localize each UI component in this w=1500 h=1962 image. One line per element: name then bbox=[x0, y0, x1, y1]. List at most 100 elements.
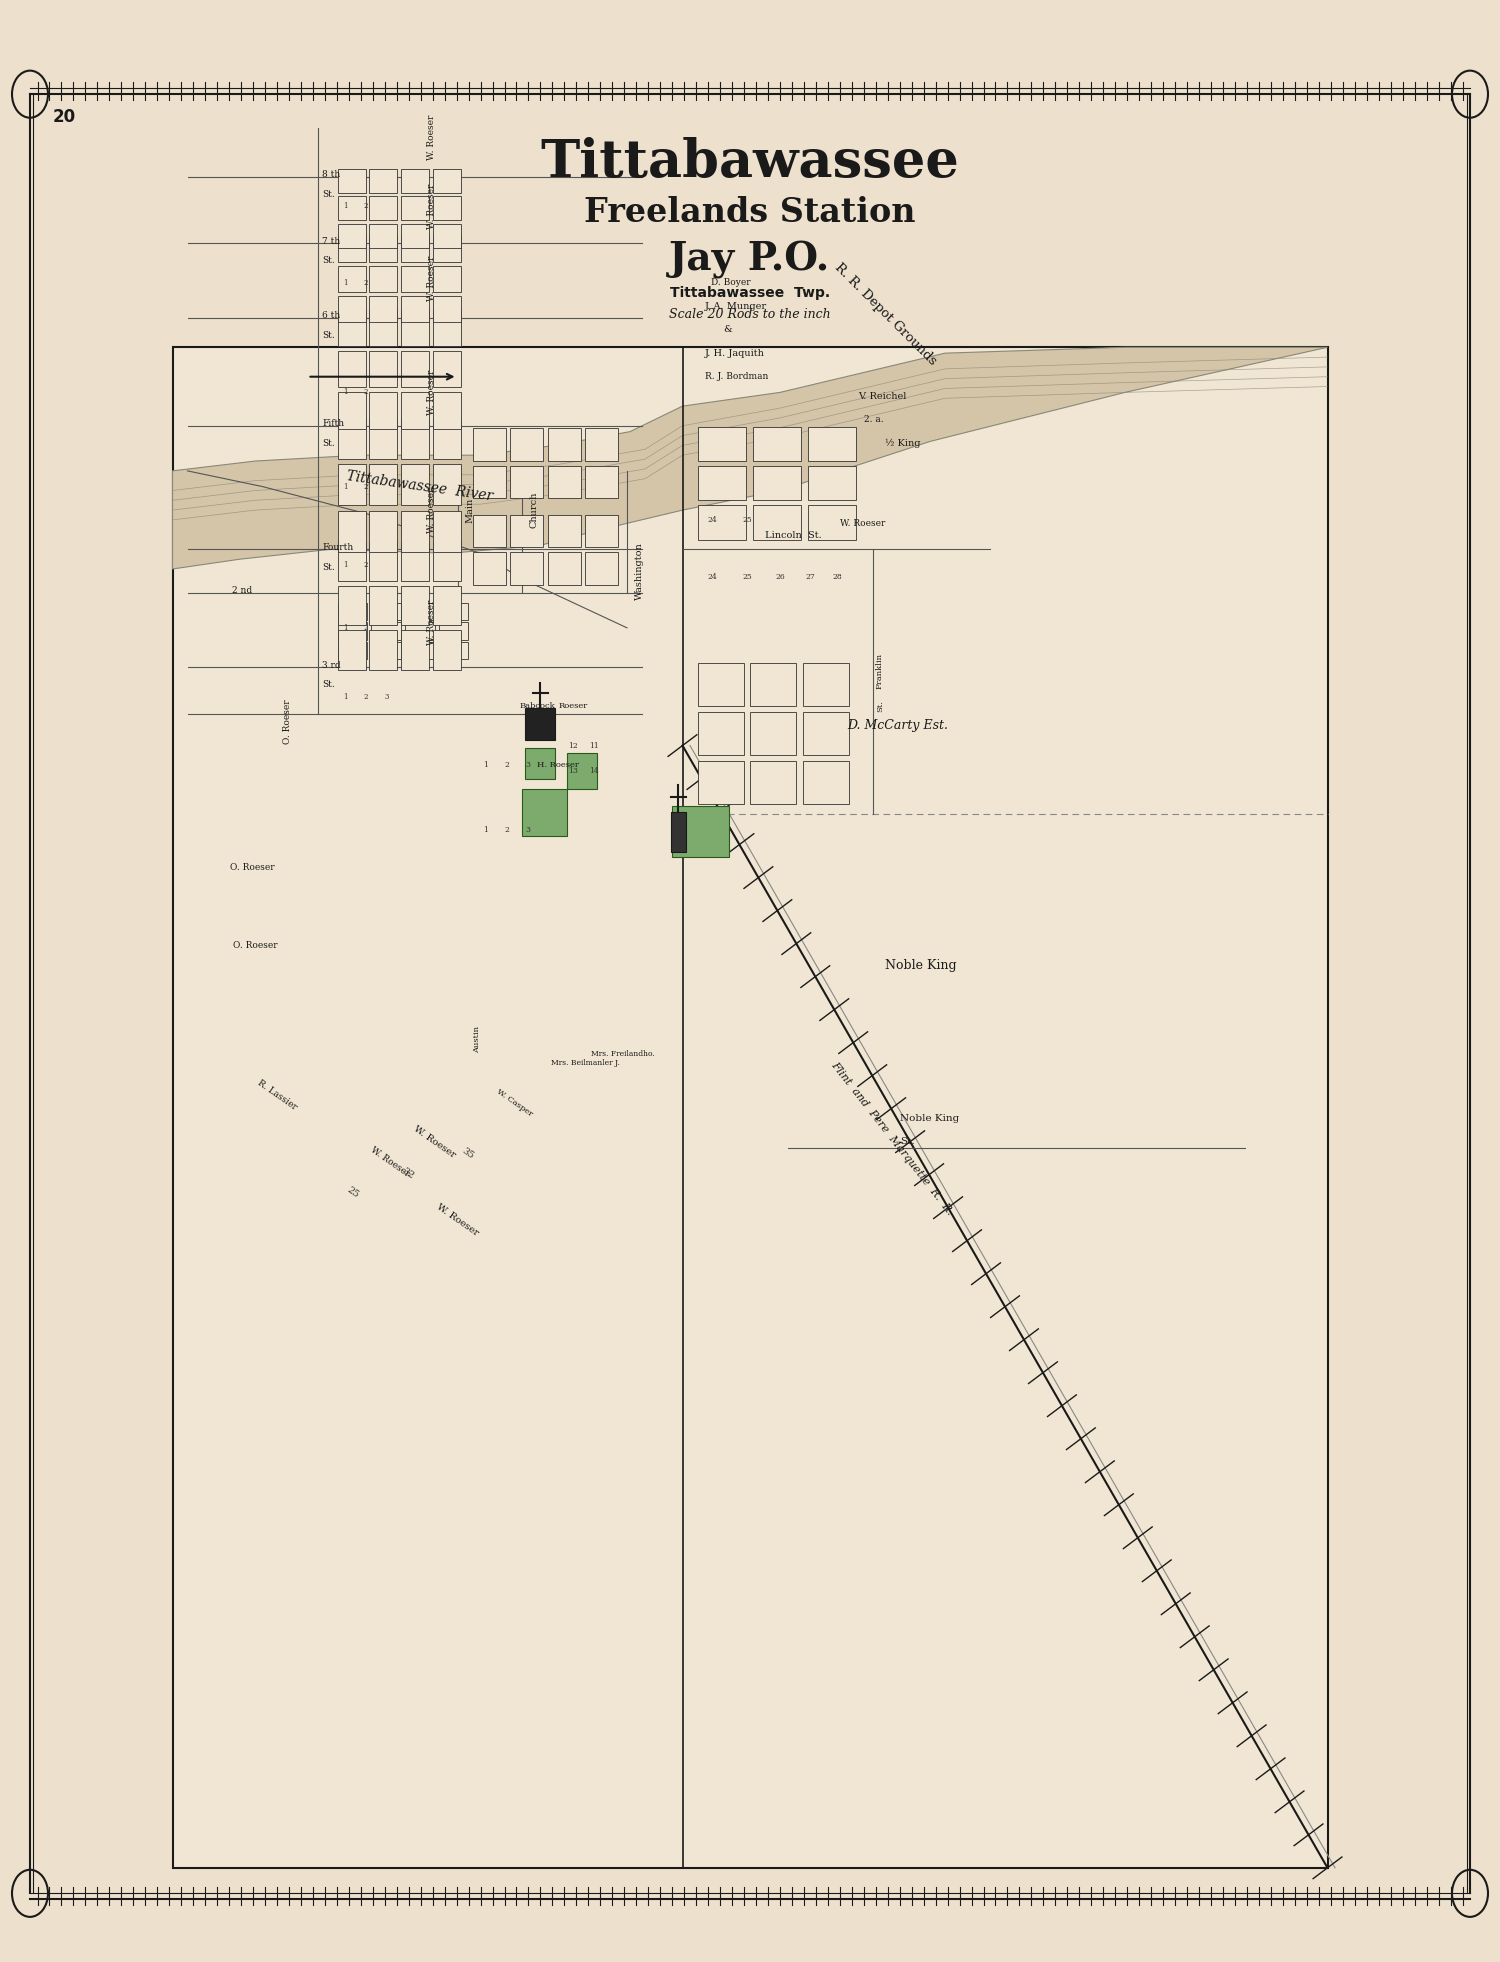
Text: Tittabawassee  River: Tittabawassee River bbox=[346, 469, 494, 504]
Bar bbox=[402, 587, 429, 626]
Bar bbox=[753, 426, 801, 461]
Text: Fourth: Fourth bbox=[322, 543, 354, 551]
Bar bbox=[402, 351, 429, 387]
Bar bbox=[433, 392, 460, 428]
Text: V. Reichel: V. Reichel bbox=[858, 392, 906, 400]
Bar bbox=[802, 712, 849, 755]
Text: 2: 2 bbox=[363, 279, 369, 286]
Text: 35: 35 bbox=[460, 1146, 476, 1162]
Bar bbox=[433, 418, 460, 459]
Text: 25: 25 bbox=[742, 573, 752, 581]
Bar bbox=[372, 642, 400, 659]
Bar bbox=[433, 587, 460, 626]
Text: W. Roeser: W. Roeser bbox=[427, 369, 436, 416]
Bar bbox=[522, 789, 567, 836]
Bar bbox=[369, 296, 398, 322]
Bar bbox=[433, 510, 460, 551]
Text: 20: 20 bbox=[53, 108, 75, 126]
Text: 2: 2 bbox=[504, 761, 510, 769]
Bar bbox=[472, 551, 506, 585]
Bar bbox=[402, 465, 429, 504]
Text: 1: 1 bbox=[342, 693, 346, 700]
Text: R. J. Bordman: R. J. Bordman bbox=[705, 373, 768, 381]
Bar bbox=[438, 642, 468, 659]
Bar bbox=[433, 196, 460, 220]
Bar bbox=[672, 806, 729, 857]
Bar bbox=[402, 630, 429, 669]
Text: 12: 12 bbox=[568, 742, 578, 749]
Bar bbox=[472, 428, 506, 461]
Bar bbox=[698, 663, 744, 706]
Text: 24: 24 bbox=[708, 516, 717, 524]
Bar bbox=[369, 542, 398, 581]
Bar bbox=[585, 514, 618, 547]
Text: St.: St. bbox=[322, 257, 336, 265]
Text: Austin: Austin bbox=[472, 1026, 482, 1054]
Bar bbox=[438, 622, 468, 640]
Text: Tittabawassee: Tittabawassee bbox=[540, 137, 960, 188]
Bar bbox=[433, 224, 460, 247]
Text: Church: Church bbox=[530, 492, 538, 528]
Text: 3: 3 bbox=[386, 693, 388, 700]
Text: Tittabawassee  Twp.: Tittabawassee Twp. bbox=[670, 286, 830, 300]
Bar bbox=[510, 428, 543, 461]
Text: &: & bbox=[723, 326, 732, 334]
Text: W. Roeser: W. Roeser bbox=[427, 114, 436, 161]
Text: Noble King: Noble King bbox=[885, 959, 957, 971]
Bar bbox=[548, 428, 580, 461]
Text: 2: 2 bbox=[363, 561, 369, 569]
Bar bbox=[338, 224, 366, 247]
Bar bbox=[338, 418, 366, 459]
Text: W. Roeser: W. Roeser bbox=[840, 520, 885, 528]
Bar bbox=[433, 630, 460, 669]
Bar bbox=[405, 602, 435, 620]
Text: 8 th: 8 th bbox=[322, 171, 340, 179]
Bar bbox=[402, 310, 429, 345]
Text: 6 th: 6 th bbox=[322, 312, 340, 320]
Text: 26: 26 bbox=[776, 573, 784, 581]
Bar bbox=[750, 712, 796, 755]
Bar bbox=[338, 235, 366, 261]
Text: D. Boyer: D. Boyer bbox=[711, 279, 750, 286]
Bar bbox=[338, 602, 368, 620]
Bar bbox=[338, 196, 366, 220]
Bar bbox=[433, 351, 460, 387]
Bar bbox=[338, 542, 366, 581]
Bar bbox=[585, 551, 618, 585]
Text: Fifth: Fifth bbox=[322, 420, 345, 428]
Text: R. Lassier: R. Lassier bbox=[256, 1077, 298, 1112]
Bar bbox=[369, 630, 398, 669]
Bar bbox=[369, 265, 398, 292]
Bar bbox=[807, 426, 856, 461]
Bar bbox=[369, 351, 398, 387]
Bar bbox=[433, 542, 460, 581]
Bar bbox=[369, 310, 398, 345]
Text: Mrs. Beilmanler J.: Mrs. Beilmanler J. bbox=[550, 1059, 620, 1067]
Text: 1: 1 bbox=[342, 483, 346, 490]
Bar bbox=[338, 351, 366, 387]
Text: 14: 14 bbox=[590, 767, 598, 775]
Bar bbox=[807, 504, 856, 540]
Text: 1: 1 bbox=[342, 561, 346, 569]
Bar bbox=[510, 465, 543, 498]
Text: Babcock: Babcock bbox=[519, 702, 555, 710]
Text: W. Roeser: W. Roeser bbox=[369, 1144, 411, 1179]
Bar bbox=[402, 392, 429, 428]
Text: 25: 25 bbox=[742, 516, 752, 524]
Bar bbox=[338, 265, 366, 292]
Text: J. H. Jaquith: J. H. Jaquith bbox=[705, 349, 765, 357]
Bar bbox=[753, 465, 801, 500]
Text: 1: 1 bbox=[483, 826, 489, 834]
Text: Lincoln  St.: Lincoln St. bbox=[765, 530, 822, 540]
Bar bbox=[472, 465, 506, 498]
Bar bbox=[405, 642, 435, 659]
Bar bbox=[402, 235, 429, 261]
Text: 2: 2 bbox=[363, 483, 369, 490]
Text: 1: 1 bbox=[342, 624, 346, 632]
Bar bbox=[369, 587, 398, 626]
Text: Franklin: Franklin bbox=[876, 653, 884, 689]
Text: W. Roeser: W. Roeser bbox=[413, 1124, 458, 1160]
Text: Roeser: Roeser bbox=[558, 702, 588, 710]
Bar bbox=[172, 347, 1328, 1868]
Text: 2: 2 bbox=[363, 624, 369, 632]
